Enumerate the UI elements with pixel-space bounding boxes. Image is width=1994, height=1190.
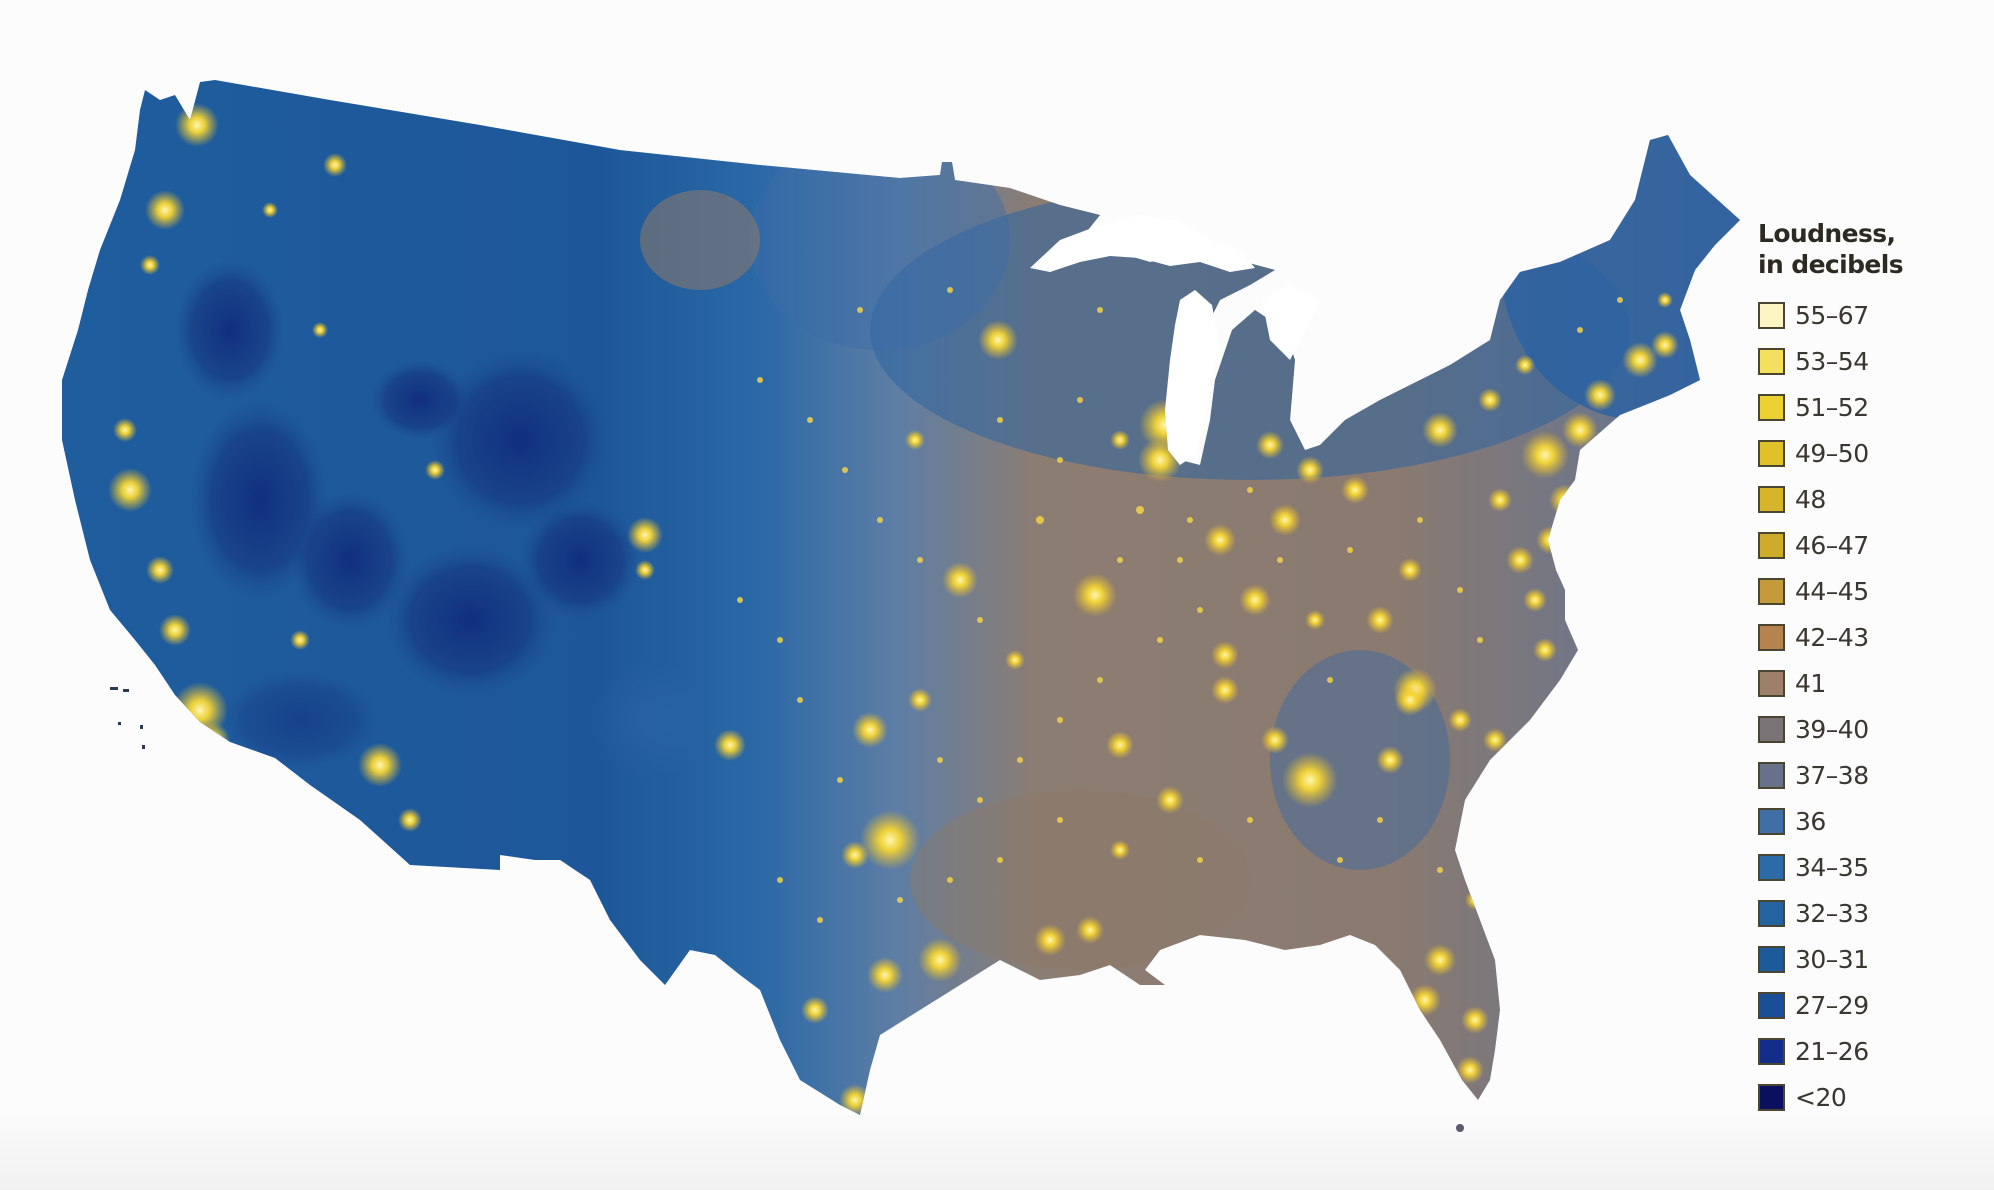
legend-label: 41 — [1795, 668, 1826, 698]
legend-label: <20 — [1795, 1082, 1847, 1112]
legend-item: 32–33 — [1758, 890, 1958, 936]
legend-title-line2: in decibels — [1758, 250, 1904, 279]
legend-swatch — [1758, 991, 1785, 1019]
legend-label: 34–35 — [1795, 852, 1869, 882]
legend-label: 42–43 — [1795, 622, 1869, 652]
legend-item: 37–38 — [1758, 752, 1958, 798]
legend-swatch — [1758, 899, 1785, 927]
legend-swatch — [1758, 301, 1785, 329]
legend-item: 53–54 — [1758, 338, 1958, 384]
legend-list: 55–67 53–54 51–52 49–50 48 46–47 44–45 42–43 41 3… — [1758, 292, 1958, 1120]
legend-swatch — [1758, 807, 1785, 835]
legend-label: 55–67 — [1795, 300, 1869, 330]
legend-swatch — [1758, 945, 1785, 973]
city-glows — [108, 103, 1679, 1115]
legend-item: 36 — [1758, 798, 1958, 844]
channel-islands — [110, 687, 145, 749]
legend-swatch — [1758, 1037, 1785, 1065]
legend-item: 42–43 — [1758, 614, 1958, 660]
legend-item: 49–50 — [1758, 430, 1958, 476]
legend-item: 55–67 — [1758, 292, 1958, 338]
legend-label: 30–31 — [1795, 944, 1869, 974]
legend-item: 39–40 — [1758, 706, 1958, 752]
legend-title-line1: Loudness, — [1758, 219, 1896, 248]
legend-item: 44–45 — [1758, 568, 1958, 614]
legend-label: 44–45 — [1795, 576, 1869, 606]
legend-swatch — [1758, 853, 1785, 881]
great-lakes — [1030, 215, 1320, 465]
legend-item: 41 — [1758, 660, 1958, 706]
legend-swatch — [1758, 623, 1785, 651]
legend-label: 37–38 — [1795, 760, 1869, 790]
legend-swatch — [1758, 347, 1785, 375]
legend-swatch — [1758, 761, 1785, 789]
legend-label: 39–40 — [1795, 714, 1869, 744]
legend-swatch — [1758, 439, 1785, 467]
small-lights — [737, 287, 1623, 923]
legend-item: 30–31 — [1758, 936, 1958, 982]
legend-swatch — [1758, 531, 1785, 559]
legend-swatch — [1758, 669, 1785, 697]
legend-label: 51–52 — [1795, 392, 1869, 422]
florida-keys — [1456, 1124, 1464, 1132]
legend-item: 27–29 — [1758, 982, 1958, 1028]
legend-swatch — [1758, 485, 1785, 513]
legend-label: 32–33 — [1795, 898, 1869, 928]
legend-label: 53–54 — [1795, 346, 1869, 376]
legend-label: 46–47 — [1795, 530, 1869, 560]
legend-label: 27–29 — [1795, 990, 1869, 1020]
legend-swatch — [1758, 1083, 1785, 1111]
legend-swatch — [1758, 715, 1785, 743]
legend-item: 34–35 — [1758, 844, 1958, 890]
legend: Loudness, in decibels 55–67 53–54 51–52 49–… — [1758, 218, 1958, 1120]
legend-swatch — [1758, 577, 1785, 605]
legend-label: 21–26 — [1795, 1036, 1869, 1066]
legend-item: 51–52 — [1758, 384, 1958, 430]
legend-label: 48 — [1795, 484, 1826, 514]
legend-item: 21–26 — [1758, 1028, 1958, 1074]
legend-swatch — [1758, 393, 1785, 421]
legend-label: 36 — [1795, 806, 1826, 836]
legend-item: 46–47 — [1758, 522, 1958, 568]
legend-title: Loudness, in decibels — [1758, 218, 1958, 280]
legend-item: <20 — [1758, 1074, 1958, 1120]
legend-item: 48 — [1758, 476, 1958, 522]
legend-label: 49–50 — [1795, 438, 1869, 468]
